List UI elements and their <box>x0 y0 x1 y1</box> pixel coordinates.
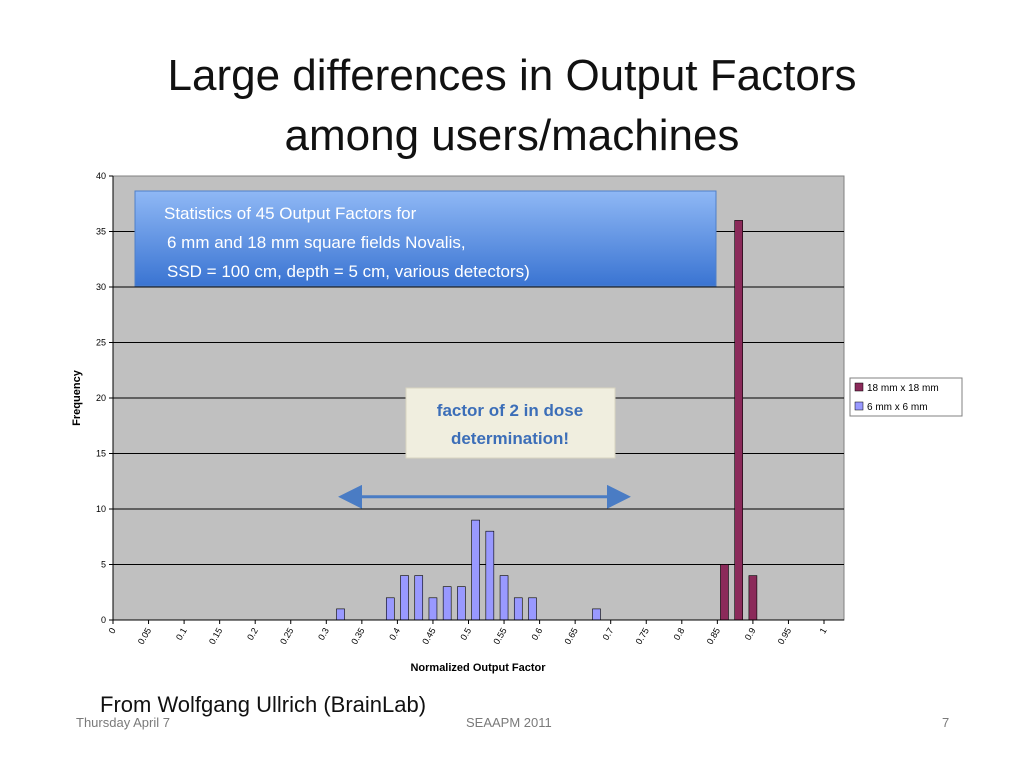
bar-18mm <box>734 220 743 621</box>
x-tick-label: 0.3 <box>316 626 331 642</box>
x-tick-label: 0.45 <box>420 626 437 646</box>
page-number: 7 <box>942 715 950 730</box>
y-tick-label: 15 <box>96 449 106 459</box>
title-line-1: Large differences in Output Factors <box>167 51 857 100</box>
bar-6mm <box>513 597 523 621</box>
legend-swatch-18mm <box>854 382 864 392</box>
y-axis-label: Frequency <box>71 369 83 426</box>
bar-6mm <box>385 597 395 621</box>
x-tick-label: 0.15 <box>207 626 224 646</box>
source-credit: From Wolfgang Ullrich (BrainLab) <box>100 692 427 717</box>
footer-date: Thursday April 7 <box>76 715 170 730</box>
bar-6mm <box>499 575 509 621</box>
footer-conference: SEAAPM 2011 <box>466 715 552 730</box>
legend-swatch-6mm <box>854 401 864 411</box>
x-tick-label: 0.25 <box>278 626 295 646</box>
bar-6mm <box>414 575 424 621</box>
title-line-2: among users/machines <box>284 111 740 160</box>
y-tick-label: 40 <box>96 171 106 181</box>
bar-6mm <box>428 597 438 621</box>
bar-6mm <box>592 608 601 621</box>
x-tick-label: 1 <box>818 626 829 635</box>
x-tick-label: 0.55 <box>491 626 508 646</box>
bar-6mm <box>457 586 466 621</box>
x-tick-label: 0.2 <box>245 626 260 642</box>
bar-6mm <box>336 608 345 621</box>
y-tick-label: 30 <box>96 282 106 292</box>
y-tick-label: 35 <box>96 227 106 237</box>
x-tick-label: 0.35 <box>349 626 366 646</box>
y-tick-label: 10 <box>96 504 106 514</box>
bar-6mm <box>485 530 495 621</box>
x-tick-label: 0.9 <box>743 626 758 642</box>
x-tick-label: 0.7 <box>601 626 616 642</box>
bar-18mm <box>720 564 729 621</box>
x-tick-label: 0.8 <box>672 626 687 642</box>
x-tick-label: 0.4 <box>387 626 402 642</box>
legend-label-18mm: 18 mm x 18 mm <box>867 383 939 394</box>
x-axis-label: Normalized Output Factor <box>410 662 546 674</box>
stats-line-3: SSD = 100 cm, depth = 5 cm, various dete… <box>167 262 530 281</box>
x-tick-label: 0.95 <box>776 626 793 646</box>
x-tick-label: 0.65 <box>562 626 579 646</box>
bar-6mm <box>528 597 537 621</box>
x-tick-label: 0.6 <box>529 626 544 642</box>
bar-6mm <box>442 586 452 621</box>
factor-annotation: factor of 2 in dose determination! <box>405 387 616 459</box>
x-tick-label: 0.5 <box>458 626 473 642</box>
stats-line-2: 6 mm and 18 mm square fields Novalis, <box>167 233 466 252</box>
factor-line-1: factor of 2 in dose <box>437 401 583 420</box>
legend: 18 mm x 18 mm 6 mm x 6 mm <box>849 377 963 417</box>
legend-label-6mm: 6 mm x 6 mm <box>867 402 928 413</box>
output-factor-histogram: 0 5 10 15 20 25 30 35 40 0 0.05 0.1 0.15 0.2 0.25 0.3 0… <box>71 171 963 674</box>
x-tick-label: 0.85 <box>705 626 722 646</box>
slide-title: Large differences in Output Factors amon… <box>40 46 984 166</box>
factor-line-2: determination! <box>451 429 569 448</box>
y-tick-label: 25 <box>96 338 106 348</box>
bar-18mm <box>748 575 758 621</box>
stats-line-1: Statistics of 45 Output Factors for <box>164 204 417 223</box>
y-tick-label: 20 <box>96 393 106 403</box>
x-tick-label: 0.05 <box>136 626 153 646</box>
bar-6mm <box>400 575 409 621</box>
y-tick-label: 5 <box>101 560 106 570</box>
x-tick-label: 0.1 <box>174 626 189 642</box>
x-tick-label: 0.75 <box>634 626 651 646</box>
bar-6mm <box>471 519 480 621</box>
x-tick-label: 0 <box>107 626 118 635</box>
y-tick-label: 0 <box>101 615 106 625</box>
stats-annotation: Statistics of 45 Output Factors for 6 mm… <box>134 190 717 287</box>
